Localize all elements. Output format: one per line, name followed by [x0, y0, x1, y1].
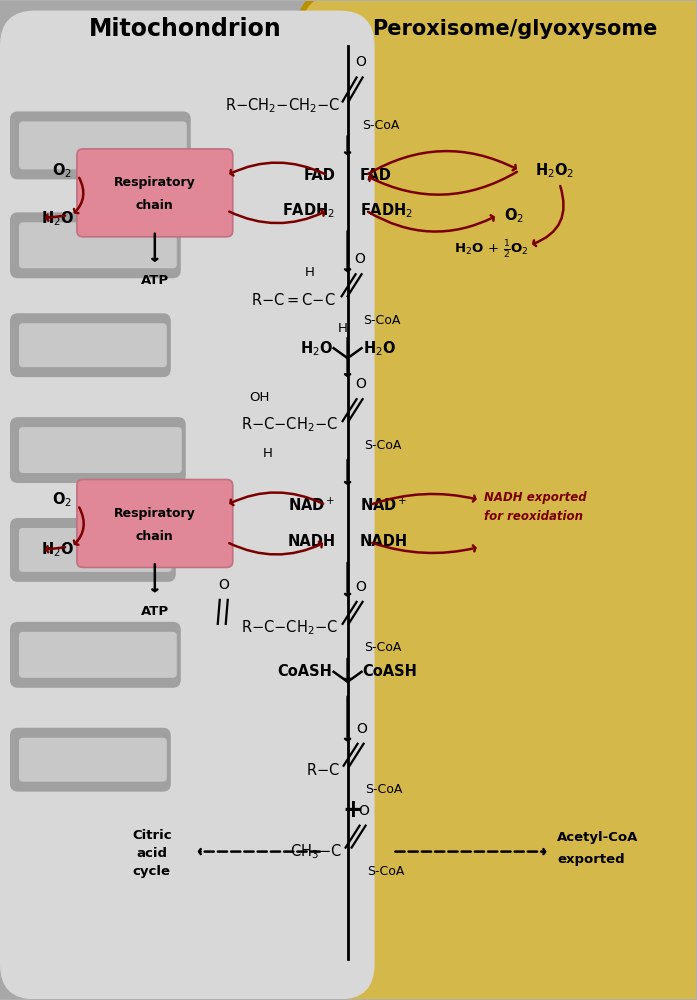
Text: NADH: NADH: [360, 534, 408, 549]
Text: CH$_3$$-$C: CH$_3$$-$C: [289, 842, 342, 861]
FancyBboxPatch shape: [0, 11, 374, 999]
Text: O: O: [354, 252, 365, 266]
Text: FADH$_2$: FADH$_2$: [360, 201, 413, 220]
Text: Respiratory: Respiratory: [114, 176, 196, 189]
Text: H$_2$O: H$_2$O: [300, 339, 332, 358]
Text: NADH: NADH: [287, 534, 336, 549]
Text: H: H: [305, 266, 314, 279]
Text: chain: chain: [136, 199, 174, 212]
Text: R$-$C: R$-$C: [306, 762, 339, 778]
Text: Mitochondrion: Mitochondrion: [89, 17, 281, 41]
Text: FAD: FAD: [360, 168, 392, 183]
FancyBboxPatch shape: [10, 313, 171, 377]
FancyBboxPatch shape: [10, 622, 181, 688]
FancyBboxPatch shape: [10, 111, 191, 179]
Text: CoASH: CoASH: [277, 664, 332, 679]
Text: H$_2$O: H$_2$O: [362, 339, 396, 358]
Text: O: O: [356, 722, 367, 736]
Text: CoASH: CoASH: [362, 664, 418, 679]
FancyBboxPatch shape: [10, 417, 186, 483]
Text: R$-$C$-$CH$_2$$-$C: R$-$C$-$CH$_2$$-$C: [240, 619, 337, 637]
FancyBboxPatch shape: [19, 323, 167, 367]
FancyBboxPatch shape: [10, 728, 171, 792]
Text: O: O: [355, 580, 366, 594]
Text: S-CoA: S-CoA: [366, 783, 403, 796]
FancyBboxPatch shape: [19, 427, 182, 473]
Text: H$_2$O: H$_2$O: [41, 209, 75, 228]
FancyBboxPatch shape: [19, 528, 171, 572]
Text: acid: acid: [137, 847, 167, 860]
FancyBboxPatch shape: [77, 480, 233, 567]
FancyBboxPatch shape: [10, 518, 176, 582]
Text: O: O: [355, 55, 366, 69]
Text: ATP: ATP: [141, 605, 169, 618]
Text: R$-$CH$_2$$-$CH$_2$$-$C: R$-$CH$_2$$-$CH$_2$$-$C: [224, 96, 339, 115]
Text: FAD: FAD: [304, 168, 336, 183]
Text: S-CoA: S-CoA: [365, 439, 402, 452]
FancyBboxPatch shape: [10, 212, 181, 278]
Text: H$_2$O $+$ $\frac{1}{2}$O$_2$: H$_2$O $+$ $\frac{1}{2}$O$_2$: [454, 239, 530, 261]
Text: NAD$^+$: NAD$^+$: [289, 496, 336, 514]
Text: O$_2$: O$_2$: [505, 206, 524, 225]
FancyBboxPatch shape: [19, 121, 187, 169]
Text: R$-$C$=$C$-$C: R$-$C$=$C$-$C: [251, 292, 336, 308]
Text: cycle: cycle: [133, 865, 171, 878]
Text: O: O: [218, 578, 229, 592]
Text: H: H: [337, 322, 348, 335]
Text: O$_2$: O$_2$: [52, 491, 72, 509]
Text: NAD$^+$: NAD$^+$: [360, 496, 407, 514]
Text: ATP: ATP: [141, 274, 169, 287]
Text: +: +: [342, 798, 363, 822]
Text: NADH exported: NADH exported: [484, 491, 587, 504]
Text: chain: chain: [136, 530, 174, 543]
Text: H$_2$O$_2$: H$_2$O$_2$: [535, 161, 574, 180]
Text: OH: OH: [250, 391, 270, 404]
FancyBboxPatch shape: [19, 222, 177, 268]
FancyBboxPatch shape: [19, 738, 167, 782]
Text: O$_2$: O$_2$: [52, 161, 72, 180]
Text: O: O: [358, 804, 369, 818]
Text: S-CoA: S-CoA: [365, 641, 402, 654]
Text: S-CoA: S-CoA: [367, 865, 405, 878]
Text: R$-$C$-$CH$_2$$-$C: R$-$C$-$CH$_2$$-$C: [240, 416, 337, 434]
Text: Acetyl-CoA: Acetyl-CoA: [558, 831, 638, 844]
Text: O: O: [355, 377, 366, 391]
FancyBboxPatch shape: [19, 632, 177, 678]
Text: H$_2$O: H$_2$O: [41, 541, 75, 559]
Text: S-CoA: S-CoA: [364, 314, 401, 327]
Text: exported: exported: [558, 853, 625, 866]
Text: H: H: [263, 447, 273, 460]
Text: for reoxidation: for reoxidation: [484, 510, 583, 523]
FancyBboxPatch shape: [298, 0, 697, 1000]
Text: Peroxisome/glyoxysome: Peroxisome/glyoxysome: [372, 19, 657, 39]
FancyBboxPatch shape: [77, 149, 233, 237]
Text: Respiratory: Respiratory: [114, 507, 196, 520]
Text: Citric: Citric: [132, 829, 171, 842]
Text: FADH$_2$: FADH$_2$: [282, 201, 336, 220]
Text: S-CoA: S-CoA: [362, 119, 400, 132]
